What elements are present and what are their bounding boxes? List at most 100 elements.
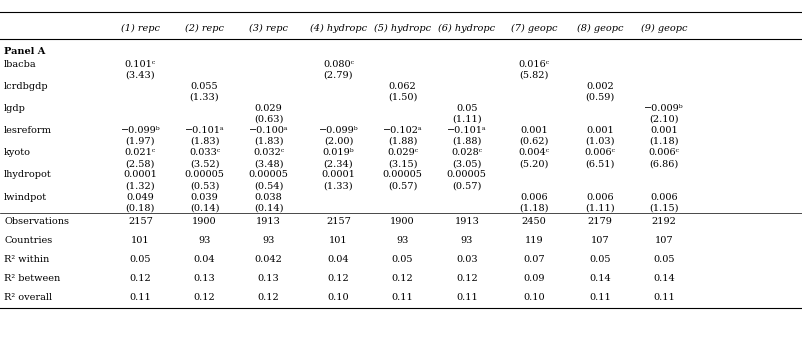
Text: 0.00005: 0.00005 [383,170,423,180]
Text: (1.18): (1.18) [520,203,549,213]
Text: (5.20): (5.20) [520,159,549,168]
Text: (1.97): (1.97) [126,137,155,146]
Text: (4) hydropc: (4) hydropc [310,24,367,33]
Text: (1.50): (1.50) [388,93,417,102]
Text: (1) repc: (1) repc [121,24,160,33]
Text: 0.10: 0.10 [524,293,545,302]
Text: (0.57): (0.57) [388,181,417,190]
Text: (2.10): (2.10) [650,115,678,124]
Text: 1900: 1900 [391,216,415,226]
Text: 0.032ᶜ: 0.032ᶜ [253,148,284,157]
Text: 0.03: 0.03 [456,254,477,264]
Text: R² between: R² between [4,274,60,283]
Text: 1900: 1900 [192,216,217,226]
Text: 101: 101 [131,235,150,245]
Text: 0.14: 0.14 [589,274,611,283]
Text: 2192: 2192 [651,216,677,226]
Text: 0.042: 0.042 [255,254,282,264]
Text: 0.09: 0.09 [524,274,545,283]
Text: −0.101ᵃ: −0.101ᵃ [184,126,225,135]
Text: lbacba: lbacba [4,59,37,69]
Text: (6.51): (6.51) [585,159,614,168]
Text: 0.05: 0.05 [654,254,674,264]
Text: lwindpot: lwindpot [4,193,47,202]
Text: 2157: 2157 [128,216,153,226]
Text: 0.11: 0.11 [129,293,152,302]
Text: 0.062: 0.062 [389,82,416,91]
Text: 0.006: 0.006 [586,193,614,202]
Text: 93: 93 [396,235,409,245]
Text: 0.038: 0.038 [255,193,282,202]
Text: 0.07: 0.07 [524,254,545,264]
Text: 2450: 2450 [522,216,546,226]
Text: 0.05: 0.05 [456,104,477,113]
Text: lesreform: lesreform [4,126,52,135]
Text: R² overall: R² overall [4,293,52,302]
Text: 107: 107 [654,235,674,245]
Text: 0.13: 0.13 [193,274,216,283]
Text: −0.099ᵇ: −0.099ᵇ [318,126,358,135]
Text: kyoto: kyoto [4,148,31,157]
Text: 0.13: 0.13 [257,274,280,283]
Text: (9) geopc: (9) geopc [641,24,687,33]
Text: 0.11: 0.11 [456,293,478,302]
Text: 0.039: 0.039 [191,193,218,202]
Text: (3.52): (3.52) [190,159,219,168]
Text: (0.18): (0.18) [126,203,155,213]
Text: −0.101ᵃ: −0.101ᵃ [447,126,487,135]
Text: 0.001: 0.001 [650,126,678,135]
Text: (1.03): (1.03) [585,137,614,146]
Text: 0.12: 0.12 [327,274,350,283]
Text: 0.00005: 0.00005 [184,170,225,180]
Text: 0.11: 0.11 [653,293,675,302]
Text: −0.099ᵇ: −0.099ᵇ [120,126,160,135]
Text: (1.11): (1.11) [452,115,481,124]
Text: 0.004ᶜ: 0.004ᶜ [519,148,549,157]
Text: 0.0001: 0.0001 [124,170,157,180]
Text: 0.11: 0.11 [589,293,611,302]
Text: 2157: 2157 [326,216,351,226]
Text: 0.101ᶜ: 0.101ᶜ [125,59,156,69]
Text: (0.63): (0.63) [254,115,283,124]
Text: 93: 93 [460,235,473,245]
Text: 0.00005: 0.00005 [249,170,289,180]
Text: 0.006: 0.006 [650,193,678,202]
Text: (1.88): (1.88) [388,137,417,146]
Text: Observations: Observations [4,216,69,226]
Text: 0.001: 0.001 [520,126,548,135]
Text: 0.12: 0.12 [193,293,216,302]
Text: 0.055: 0.055 [191,82,218,91]
Text: 0.049: 0.049 [127,193,154,202]
Text: 0.05: 0.05 [589,254,610,264]
Text: (1.88): (1.88) [452,137,481,146]
Text: (2) repc: (2) repc [185,24,224,33]
Text: (6.86): (6.86) [650,159,678,168]
Text: (3.48): (3.48) [254,159,283,168]
Text: 93: 93 [198,235,211,245]
Text: 0.00005: 0.00005 [447,170,487,180]
Text: 119: 119 [525,235,544,245]
Text: (7) geopc: (7) geopc [511,24,557,33]
Text: (0.54): (0.54) [254,181,283,190]
Text: R² within: R² within [4,254,49,264]
Text: (6) hydropc: (6) hydropc [438,24,496,33]
Text: (2.58): (2.58) [126,159,155,168]
Text: 0.006ᶜ: 0.006ᶜ [585,148,615,157]
Text: (0.59): (0.59) [585,93,614,102]
Text: lgdp: lgdp [4,104,26,113]
Text: 0.12: 0.12 [257,293,280,302]
Text: 0.021ᶜ: 0.021ᶜ [125,148,156,157]
Text: 0.033ᶜ: 0.033ᶜ [189,148,220,157]
Text: (0.14): (0.14) [254,203,283,213]
Text: 0.028ᶜ: 0.028ᶜ [452,148,482,157]
Text: 0.12: 0.12 [456,274,478,283]
Text: 0.001: 0.001 [586,126,614,135]
Text: 101: 101 [329,235,348,245]
Text: 0.006: 0.006 [520,193,548,202]
Text: 0.04: 0.04 [194,254,215,264]
Text: (1.11): (1.11) [585,203,614,213]
Text: −0.102ᵃ: −0.102ᵃ [383,126,423,135]
Text: 0.11: 0.11 [391,293,414,302]
Text: lcrdbgdp: lcrdbgdp [4,82,49,91]
Text: (2.00): (2.00) [324,137,353,146]
